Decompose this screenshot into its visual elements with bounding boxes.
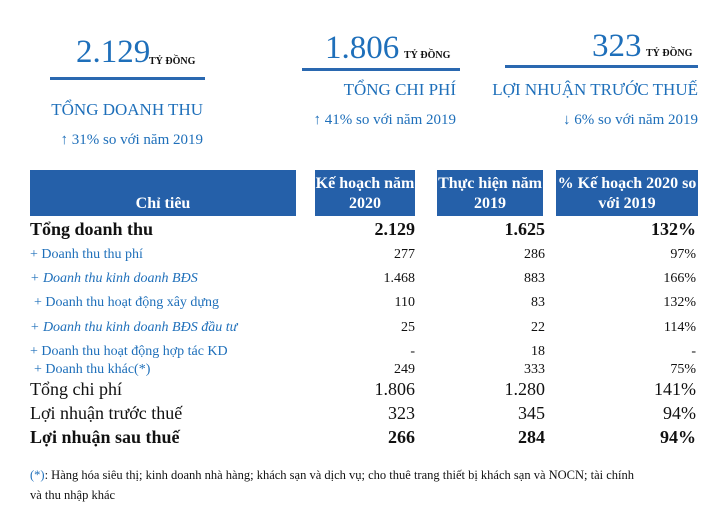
cell-plan: 1.468: [383, 271, 416, 286]
row-label: + Doanh thu kinh doanh BĐS: [30, 271, 198, 286]
row-label: + Doanh thu thu phí: [30, 247, 143, 262]
cell-plan: 249: [394, 362, 415, 377]
footnote-text: : Hàng hóa siêu thị; kinh doanh nhà hàng…: [44, 468, 635, 482]
cell-plan: 277: [394, 247, 415, 262]
row-label: Tổng chi phí: [30, 379, 122, 399]
kpi-profit-value: 323: [592, 28, 642, 64]
row-label: + Doanh thu hoạt động hợp tác KD: [30, 344, 228, 359]
row-label: Tổng doanh thu: [30, 219, 154, 239]
kpi-cost-label: TỔNG CHI PHÍ: [343, 80, 456, 99]
kpi-cost-underline: [302, 68, 460, 71]
cell-actual: 286: [524, 247, 545, 262]
kpi-cost-change: ↑ 41% so với năm 2019: [313, 112, 456, 128]
header-plan-2020: Kế hoạch năm 2020: [315, 170, 415, 216]
cell-actual: 284: [518, 427, 545, 447]
kpi-cost-value: 1.806: [325, 30, 400, 66]
cell-plan: 2.129: [374, 219, 416, 239]
cell-actual: 83: [531, 295, 545, 310]
cell-percent: 132%: [651, 219, 696, 239]
header-percent: % Kế hoạch 2020 so với 2019: [556, 170, 698, 216]
cell-actual: 1.280: [504, 379, 546, 399]
footnote-text-line2: và thu nhập khác: [30, 488, 116, 502]
cell-actual: 883: [524, 271, 545, 286]
cell-percent: 97%: [670, 247, 696, 262]
kpi-revenue-unit: TỶ ĐỒNG: [149, 56, 196, 67]
cell-actual: 22: [531, 320, 545, 335]
cell-actual: 1.625: [504, 219, 546, 239]
row-label: + Doanh thu hoạt động xây dựng: [34, 295, 220, 310]
cell-percent: 94%: [660, 427, 696, 447]
kpi-revenue-label: TỔNG DOANH THU: [51, 100, 203, 119]
cell-plan: 25: [401, 320, 415, 335]
footnote: (*): Hàng hóa siêu thị; kinh doanh nhà h…: [30, 468, 634, 483]
row-label: + Doanh thu kinh doanh BĐS đầu tư: [30, 320, 238, 335]
kpi-cost-unit: TỶ ĐỒNG: [404, 50, 451, 61]
cell-percent: 166%: [663, 271, 696, 286]
kpi-profit-underline: [505, 65, 698, 68]
kpi-revenue-value: 2.129: [76, 34, 151, 70]
kpi-profit-change: ↓ 6% so với năm 2019: [562, 112, 698, 128]
cell-plan: 266: [388, 427, 415, 447]
cell-percent: 114%: [663, 320, 696, 335]
kpi-profit-unit: TỶ ĐỒNG: [646, 48, 693, 59]
header-indicator: Chỉ tiêu: [30, 170, 296, 216]
cell-percent: 75%: [670, 362, 696, 377]
cell-actual: 333: [524, 362, 545, 377]
row-label: Lợi nhuận sau thuế: [30, 427, 180, 447]
cell-plan: 110: [394, 295, 415, 310]
row-label: Lợi nhuận trước thuế: [30, 403, 183, 423]
cell-percent: 94%: [663, 403, 696, 423]
row-label: + Doanh thu khác(*): [34, 362, 151, 377]
kpi-profit-label: LỢI NHUẬN TRƯỚC THUẾ: [492, 80, 698, 99]
kpi-revenue-change: ↑ 31% so với năm 2019: [60, 132, 203, 148]
cell-percent: -: [691, 344, 696, 359]
cell-plan: 1.806: [374, 379, 416, 399]
cell-plan: -: [410, 344, 415, 359]
cell-actual: 345: [518, 403, 545, 423]
footnote-marker: (*): [30, 468, 45, 482]
cell-plan: 323: [388, 403, 415, 423]
kpi-revenue-underline: [50, 77, 205, 80]
cell-percent: 141%: [654, 379, 696, 399]
cell-percent: 132%: [663, 295, 696, 310]
cell-actual: 18: [531, 344, 545, 359]
header-actual-2019: Thực hiện năm 2019: [437, 170, 543, 216]
